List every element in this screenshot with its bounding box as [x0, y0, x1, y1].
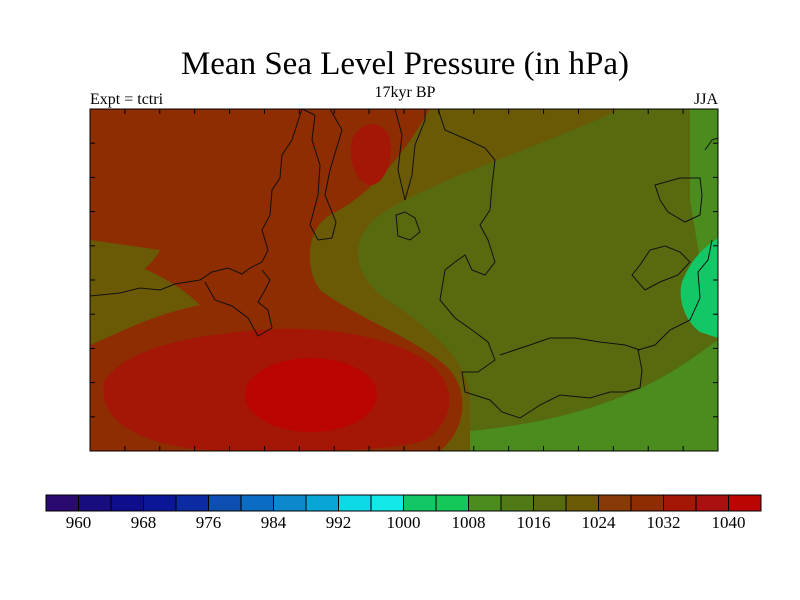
coastline-east-basin — [437, 109, 713, 419]
coastline-north-inlet — [394, 109, 426, 201]
colorbar-label: 1032 — [647, 513, 681, 532]
colorbar-swatch — [663, 494, 697, 512]
coastline-east-island — [654, 177, 703, 223]
coastline-small-island — [395, 211, 421, 241]
map-subtitle: 17kyr BP — [374, 84, 436, 101]
colorbar-label: 984 — [261, 513, 287, 532]
colorbar-swatch — [598, 494, 632, 512]
experiment-label: Expt = tctri — [90, 91, 164, 108]
colorbar-swatch — [500, 494, 534, 512]
colorbar-swatch — [175, 494, 209, 512]
contour-1012 — [460, 109, 718, 451]
colorbar-swatch — [630, 494, 664, 512]
colorbar-swatch — [110, 494, 144, 512]
coastline-west — [90, 109, 303, 297]
colorbar-label: 976 — [196, 513, 222, 532]
coastline-central-strip — [301, 109, 343, 241]
colorbar-swatch — [338, 494, 372, 512]
coastline-peninsula — [204, 269, 273, 337]
axis-ticks — [90, 109, 718, 451]
contour-1040-center — [245, 358, 377, 432]
coastline-east-lake — [631, 245, 691, 291]
season-label: JJA — [693, 91, 718, 108]
pressure-field — [90, 109, 718, 451]
colorbar-swatch — [143, 494, 177, 512]
colorbar-swatch — [403, 494, 437, 512]
contour-1020-west — [90, 255, 200, 345]
colorbar-swatch — [78, 494, 112, 512]
coastline-south-shelf — [499, 337, 641, 356]
colorbar-swatch — [435, 494, 469, 512]
colorbar-swatch — [533, 494, 567, 512]
colorbar-label: 1000 — [387, 513, 421, 532]
colorbar-label: 1040 — [712, 513, 746, 532]
colorbar-swatch — [240, 494, 274, 512]
colorbar-label: 960 — [66, 513, 92, 532]
colorbar-label: 992 — [326, 513, 352, 532]
coastline-east-edge — [704, 137, 718, 151]
colorbar-swatch — [370, 494, 404, 512]
colorbar-label: 968 — [131, 513, 157, 532]
colorbar-label: 1008 — [452, 513, 486, 532]
colorbar-swatch — [45, 494, 79, 512]
colorbar-label: 1024 — [582, 513, 617, 532]
colorbar-swatch — [565, 494, 599, 512]
colorbar-swatch — [728, 494, 762, 512]
coastlines — [90, 109, 718, 419]
colorbar-swatch — [695, 494, 729, 512]
map-title: Mean Sea Level Pressure (in hPa) — [180, 46, 630, 82]
contour-1032-north — [350, 124, 391, 185]
colorbar-label: 1016 — [517, 513, 551, 532]
colorbar — [45, 494, 762, 512]
colorbar-swatch — [468, 494, 502, 512]
colorbar-swatch — [273, 494, 307, 512]
colorbar-swatch — [305, 494, 339, 512]
colorbar-swatch — [208, 494, 242, 512]
colorbar-labels: 960 968 976 984 992 1000 1008 1016 1024 1032 1040 — [66, 513, 746, 532]
